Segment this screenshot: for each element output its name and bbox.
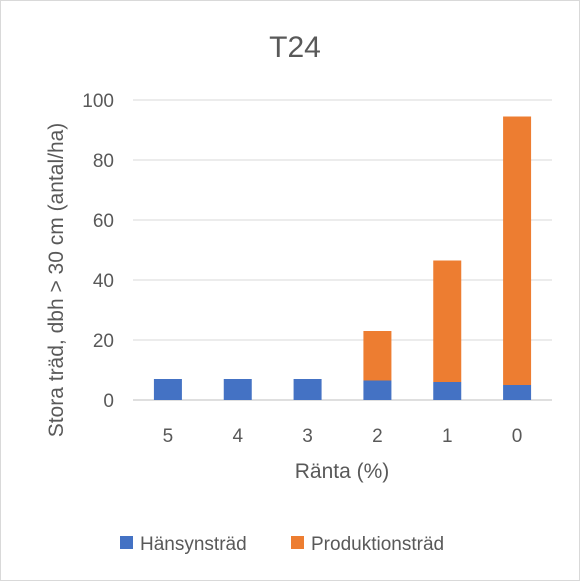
- x-axis-label: Ränta (%): [295, 460, 390, 483]
- legend-swatch: [120, 536, 133, 549]
- y-tick-label: 40: [93, 271, 114, 292]
- bar-segment: [293, 379, 322, 400]
- bar-segment: [153, 379, 182, 400]
- bar-segment: [363, 380, 392, 400]
- x-tick-label: 0: [512, 426, 523, 447]
- y-tick-label: 80: [93, 151, 114, 172]
- chart-title: T24: [269, 31, 321, 64]
- x-tick-label: 2: [372, 426, 383, 447]
- y-tick-label: 20: [93, 331, 114, 352]
- y-tick-label: 0: [103, 391, 114, 412]
- y-tick-labels: 0 20 40 60 80 100: [82, 91, 114, 412]
- bar-segment: [433, 260, 462, 382]
- bar-segment: [433, 382, 462, 400]
- bar-segment: [503, 116, 532, 385]
- legend-label: Produktionsträd: [311, 534, 444, 555]
- y-axis-label: Stora träd, dbh > 30 cm (antal/ha): [45, 123, 68, 438]
- bar-segment: [363, 331, 392, 381]
- x-tick-label: 3: [302, 426, 313, 447]
- bar-segment: [223, 379, 252, 400]
- x-tick-label: 4: [232, 426, 243, 447]
- legend-label: Hänsynsträd: [140, 534, 247, 555]
- gridlines: [133, 99, 552, 401]
- y-tick-label: 100: [82, 91, 114, 112]
- bars: [153, 116, 532, 400]
- y-tick-label: 60: [93, 211, 114, 232]
- x-tick-label: 1: [442, 426, 453, 447]
- legend-swatch: [291, 536, 304, 549]
- legend: Hänsynsträd Produktionsträd: [120, 534, 444, 555]
- x-tick-label: 5: [163, 426, 174, 447]
- x-tick-labels: 5 4 3 2 1 0: [163, 426, 523, 447]
- bar-segment: [503, 385, 532, 400]
